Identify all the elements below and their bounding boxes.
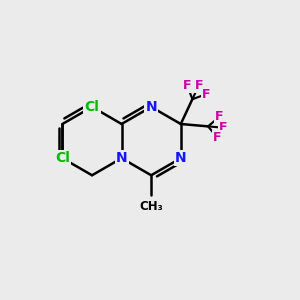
Text: F: F (215, 110, 224, 123)
Text: CH₃: CH₃ (139, 200, 163, 213)
Text: F: F (183, 79, 191, 92)
Text: Cl: Cl (55, 151, 70, 165)
Text: N: N (175, 151, 187, 165)
Text: N: N (146, 100, 157, 114)
Text: F: F (194, 79, 203, 92)
Text: F: F (219, 121, 227, 134)
Text: Cl: Cl (85, 100, 100, 114)
Text: F: F (213, 131, 222, 144)
Text: N: N (116, 151, 127, 165)
Text: F: F (202, 88, 211, 100)
